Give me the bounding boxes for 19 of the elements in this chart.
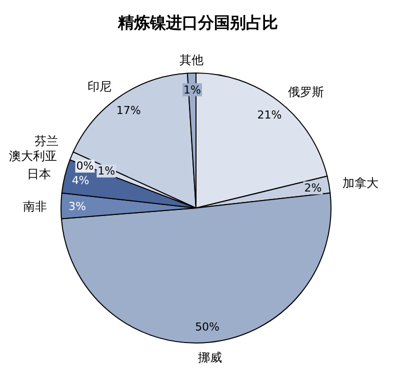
data-label: 1%	[184, 83, 201, 96]
slice-label: 挪威	[198, 350, 222, 364]
text: 0%	[76, 160, 94, 173]
data-label: 21%	[257, 108, 282, 122]
data-label: 1%	[98, 164, 116, 178]
slice-label: 日本	[27, 166, 52, 181]
category-label: 澳大利亚	[8, 148, 57, 163]
data-label: 4%	[72, 174, 90, 187]
slice-label: 俄罗斯	[288, 84, 324, 99]
data-label: 50%	[195, 320, 220, 334]
data-label: 17%	[116, 104, 141, 118]
data-label: 2%	[304, 181, 322, 194]
slice-label: 印尼	[88, 79, 112, 94]
slice-label: 芬兰	[34, 134, 59, 148]
data-label: 3%	[68, 200, 86, 214]
slice-label: 其他	[179, 53, 204, 68]
legend-label: 加拿大	[342, 176, 379, 190]
chart-title: 精炼镍进口分国别占比	[117, 13, 278, 32]
slice-label: 南非	[23, 200, 48, 214]
